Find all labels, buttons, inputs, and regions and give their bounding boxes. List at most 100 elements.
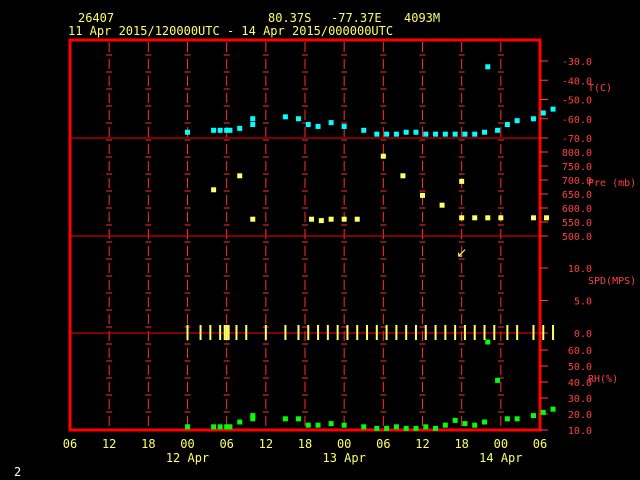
- y-tick-label: -30.0: [562, 57, 592, 68]
- temp-data-point: [403, 129, 409, 135]
- temp-data-point: [295, 116, 301, 122]
- temp-data-point: [413, 129, 419, 135]
- rh-data-point: [482, 419, 488, 425]
- temp-data-point: [384, 131, 390, 137]
- wind-calm-mark: [395, 325, 398, 340]
- wind-calm-mark: [307, 325, 310, 340]
- y-tick-label: 0.0: [574, 329, 592, 340]
- temp-data-point: [433, 131, 439, 137]
- pres-data-point: [498, 215, 504, 221]
- wind-calm-mark: [209, 325, 212, 340]
- rh-data-point: [224, 424, 230, 430]
- wind-calm-mark: [235, 325, 238, 340]
- wind-calm-mark: [506, 325, 509, 340]
- panel-label: RH(%): [588, 374, 618, 385]
- rh-data-point: [282, 416, 288, 422]
- rh-data-point: [185, 424, 190, 430]
- pres-data-point: [211, 187, 217, 193]
- day-label: 14 Apr: [479, 451, 522, 465]
- pres-data-point: [530, 215, 536, 221]
- rh-data-point: [374, 425, 380, 431]
- station-lat: 80.37S: [268, 11, 312, 25]
- chart-frame: [68, 38, 542, 432]
- temp-data-point: [514, 118, 520, 124]
- station-id: 26407: [78, 11, 115, 25]
- temp-data-point: [217, 127, 223, 133]
- pres-data-point: [439, 202, 445, 208]
- pres-data-point: [459, 215, 465, 221]
- temp-data-point: [237, 125, 243, 131]
- wind-calm-mark: [297, 325, 300, 340]
- wind-calm-mark: [434, 325, 437, 340]
- temp-data-point: [485, 64, 491, 70]
- rh-data-point: [305, 422, 311, 428]
- wind-calm-mark: [483, 325, 486, 340]
- rh-data-point: [384, 425, 390, 431]
- pres-data-point: [354, 216, 360, 222]
- wind-calm-mark: [542, 325, 545, 340]
- pres-data-point: [544, 215, 550, 221]
- x-tick-label: 18: [454, 437, 468, 451]
- pres-data-point: [237, 173, 243, 179]
- rh-data-point: [237, 419, 243, 425]
- y-tick-label: 50.0: [568, 362, 592, 373]
- wind-calm-mark: [186, 325, 189, 340]
- temp-data-point: [495, 127, 501, 133]
- panel-label: SPD(MPS): [588, 276, 636, 287]
- station-elev: 4093M: [404, 11, 441, 25]
- rh-data-point: [393, 424, 399, 430]
- temp-data-point: [315, 123, 321, 129]
- x-tick-label: 06: [63, 437, 77, 451]
- wind-calm-mark: [219, 325, 222, 340]
- rh-data-point: [341, 422, 347, 428]
- rh-data-point: [495, 377, 501, 383]
- wind-calm-mark: [227, 325, 230, 340]
- y-tick-label: 10.0: [568, 426, 592, 437]
- temp-data-point: [472, 131, 478, 137]
- rh-data-point: [530, 413, 536, 419]
- rh-data-point: [217, 424, 223, 430]
- wind-barb-icon: ↙: [456, 246, 467, 261]
- wind-calm-mark: [366, 325, 369, 340]
- rh-data-point: [403, 425, 409, 431]
- y-tick-label: 40.0: [568, 378, 592, 389]
- wind-calm-mark: [516, 325, 519, 340]
- temp-data-point: [452, 131, 458, 137]
- x-tick-label: 18: [141, 437, 155, 451]
- temp-data-point: [361, 127, 367, 133]
- temp-data-point: [328, 120, 334, 126]
- wind-calm-mark: [385, 325, 388, 340]
- temp-data-point: [550, 106, 556, 112]
- temp-data-point: [374, 131, 380, 137]
- wind-calm-mark: [245, 325, 248, 340]
- pres-data-point: [250, 216, 256, 222]
- x-tick-label: 12: [259, 437, 273, 451]
- wind-calm-mark: [346, 325, 349, 340]
- wind-calm-mark: [463, 325, 466, 340]
- panel-label: Pre (mb): [588, 178, 636, 189]
- pres-data-point: [328, 216, 334, 222]
- temp-data-point: [250, 122, 256, 128]
- y-tick-label: 600.0: [562, 204, 592, 215]
- x-tick-label: 06: [533, 437, 547, 451]
- wind-calm-mark: [552, 325, 555, 340]
- rh-data-point: [227, 424, 233, 430]
- rh-data-point: [452, 417, 458, 423]
- x-tick-label: 00: [180, 437, 194, 451]
- wind-calm-mark: [264, 325, 267, 340]
- y-tick-label: 20.0: [568, 410, 592, 421]
- x-tick-label: 06: [376, 437, 390, 451]
- x-tick-label: 00: [494, 437, 508, 451]
- rh-data-point: [413, 425, 419, 431]
- x-tick-label: 12: [415, 437, 429, 451]
- wind-calm-mark: [424, 325, 427, 340]
- wind-calm-mark: [317, 325, 320, 340]
- y-tick-label: 5.0: [574, 297, 592, 308]
- rh-data-point: [433, 425, 439, 431]
- y-tick-label: 500.0: [562, 232, 592, 243]
- temp-data-point: [185, 129, 190, 135]
- y-tick-label: 60.0: [568, 346, 592, 357]
- pres-data-point: [341, 216, 347, 222]
- wind-calm-mark: [336, 325, 339, 340]
- rh-data-point: [485, 339, 491, 345]
